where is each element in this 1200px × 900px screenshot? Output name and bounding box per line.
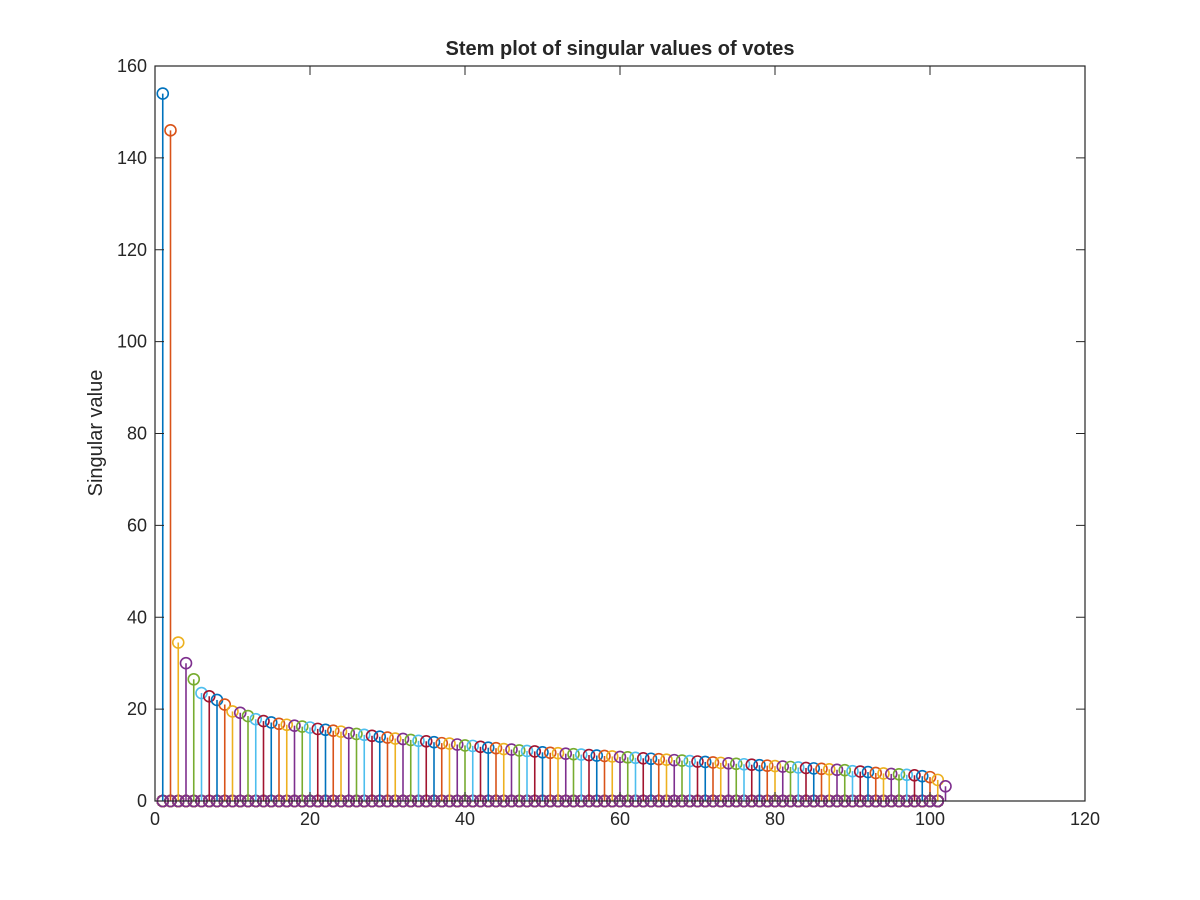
chart-title: Stem plot of singular values of votes — [446, 38, 795, 60]
y-axis-label: Singular value — [85, 370, 107, 497]
